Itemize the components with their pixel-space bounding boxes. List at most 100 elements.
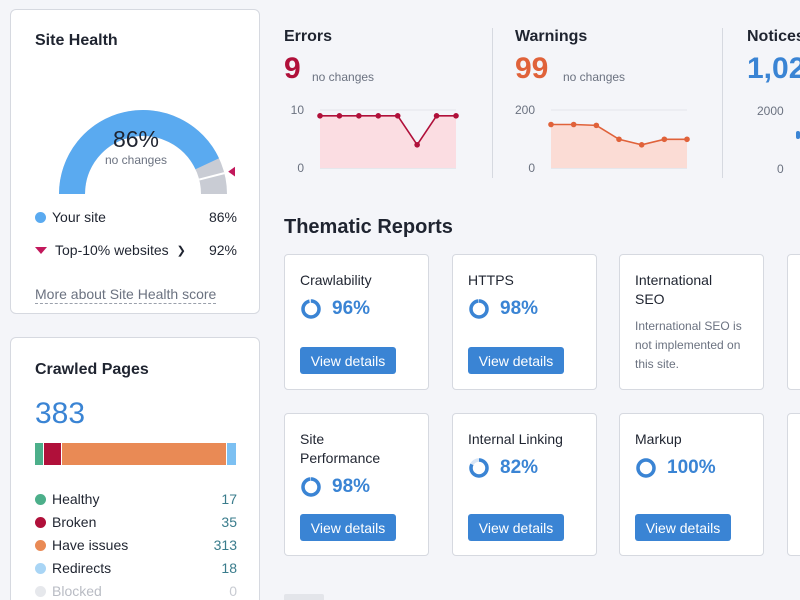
legend-top10[interactable]: Top-10% websites ❯ 92%	[35, 242, 237, 258]
report-title: HTTPS	[468, 272, 514, 288]
report-score-value: 100%	[667, 457, 716, 478]
crawled-pages-total[interactable]: 383	[35, 397, 86, 430]
report-title: International SEO	[635, 272, 713, 307]
healthy-dot-icon	[35, 493, 46, 505]
cp-row-redirects[interactable]: Redirects 18	[35, 560, 237, 576]
ring-fill	[636, 458, 656, 478]
report-score: 98%	[468, 298, 538, 320]
sparkline-point	[433, 113, 440, 119]
report-internal-linking: Internal Linking 82% View details	[452, 413, 597, 556]
bar-segment-have-issues[interactable]	[62, 443, 228, 465]
crawled-pages-card: Crawled Pages 383 Healthy 17 Broken 35 H…	[10, 337, 260, 600]
notices-widget: Notices 1,02 2000 0	[747, 28, 800, 178]
bar-segment-broken[interactable]	[43, 443, 63, 465]
bar-segment-healthy[interactable]	[35, 443, 44, 465]
sparkline-area	[551, 124, 687, 168]
sparkline-point	[638, 142, 645, 148]
report-https: HTTPS 98% View details	[452, 254, 597, 390]
bar-segment-redirects[interactable]	[227, 443, 237, 465]
report-title: Internal Linking	[468, 431, 563, 447]
report-score-value: 98%	[332, 476, 371, 497]
report-score-value: 82%	[500, 457, 539, 478]
legend-your-site: Your site 86%	[35, 209, 237, 225]
view-details-button[interactable]: View details	[468, 514, 564, 541]
cp-blocked-value[interactable]: 0	[229, 583, 237, 599]
next-section-heading-peek	[284, 594, 324, 600]
y-axis-bottom-label: 0	[528, 161, 535, 175]
score-ring-icon	[301, 299, 321, 319]
divider	[492, 28, 493, 178]
notices-sparkline	[796, 131, 800, 139]
view-details-button[interactable]: View details	[300, 347, 396, 374]
legend-top10-value: 92%	[208, 242, 237, 258]
errors-title: Errors	[284, 28, 333, 45]
warnings-sparkline: 2000	[515, 103, 690, 175]
cp-broken-value[interactable]: 35	[221, 514, 237, 530]
cp-row-have-issues[interactable]: Have issues 313	[35, 537, 237, 553]
site-health-title: Site Health	[35, 32, 118, 49]
sparkline-point	[570, 121, 577, 128]
report-markup: Markup 100% View details	[619, 413, 764, 556]
sparkline-area	[320, 115, 456, 168]
cp-redirects-value[interactable]: 18	[221, 560, 237, 576]
errors-value[interactable]: 9	[284, 52, 301, 85]
notices-y-top: 2000	[757, 104, 784, 118]
report-score: 96%	[300, 298, 370, 320]
site-health-gauge	[59, 110, 235, 195]
sparkline-point	[684, 136, 690, 143]
sparkline-point	[336, 113, 343, 119]
y-axis-top-label: 10	[291, 103, 305, 117]
report-score: 98%	[300, 476, 370, 498]
y-axis-top-label: 200	[515, 103, 535, 117]
cp-broken-label: Broken	[52, 514, 97, 530]
view-details-button[interactable]: View details	[468, 347, 564, 374]
legend-your-site-label: Your site	[52, 209, 106, 225]
report-international-seo: International SEO International SEO is n…	[619, 254, 764, 390]
cp-row-healthy[interactable]: Healthy 17	[35, 491, 237, 507]
score-ring-icon	[636, 458, 656, 478]
cp-row-blocked[interactable]: Blocked 0	[35, 583, 237, 599]
cp-healthy-value[interactable]: 17	[221, 491, 237, 507]
divider	[722, 28, 723, 178]
sparkline-point	[593, 122, 600, 129]
site-health-card: Site Health 86% no changes Your site 86%…	[10, 9, 260, 314]
chevron-down-icon[interactable]: ❯	[176, 244, 186, 257]
sparkline-point	[375, 113, 382, 119]
notices-value[interactable]: 1,02	[747, 52, 800, 85]
blocked-dot-icon	[35, 585, 46, 597]
redirects-dot-icon	[35, 562, 46, 574]
cp-have-issues-value[interactable]: 313	[213, 537, 237, 553]
broken-dot-icon	[35, 516, 46, 528]
errors-sub: no changes	[312, 70, 375, 84]
sparkline-point	[394, 113, 401, 119]
cp-redirects-label: Redirects	[52, 560, 112, 576]
gauge-top10-tick	[198, 172, 225, 181]
sparkline-point	[548, 121, 554, 128]
report-score: 82%	[468, 457, 538, 479]
ring-fill	[301, 477, 321, 497]
have-issues-dot-icon	[35, 539, 46, 551]
report-score: 100%	[635, 457, 716, 479]
sparkline-line	[320, 115, 456, 147]
view-details-button[interactable]: View details	[635, 514, 731, 541]
report-card-partial	[787, 413, 800, 556]
warnings-value[interactable]: 99	[515, 52, 549, 85]
sparkline-point	[317, 113, 323, 119]
cp-blocked-label: Blocked	[52, 583, 102, 599]
warnings-widget: Warnings 99 no changes 200 0	[515, 28, 705, 178]
report-score-value: 96%	[332, 298, 371, 319]
sparkline-point	[616, 136, 622, 143]
report-title: Crawlability	[300, 272, 372, 288]
view-details-button[interactable]: View details	[300, 514, 396, 541]
notices-title: Notices	[747, 28, 800, 45]
your-site-dot-icon	[35, 211, 46, 223]
score-ring-icon	[469, 299, 489, 319]
crawled-pages-bar	[35, 443, 237, 465]
legend-top10-label[interactable]: Top-10% websites	[55, 242, 169, 258]
report-title: Site Performance	[300, 431, 381, 466]
more-about-site-health-link[interactable]: More about Site Health score	[35, 286, 217, 304]
cp-row-broken[interactable]: Broken 35	[35, 514, 237, 530]
report-crawlability: Crawlability 96% View details	[284, 254, 429, 390]
ring-fill	[301, 299, 321, 319]
legend-your-site-value: 86%	[208, 209, 237, 225]
